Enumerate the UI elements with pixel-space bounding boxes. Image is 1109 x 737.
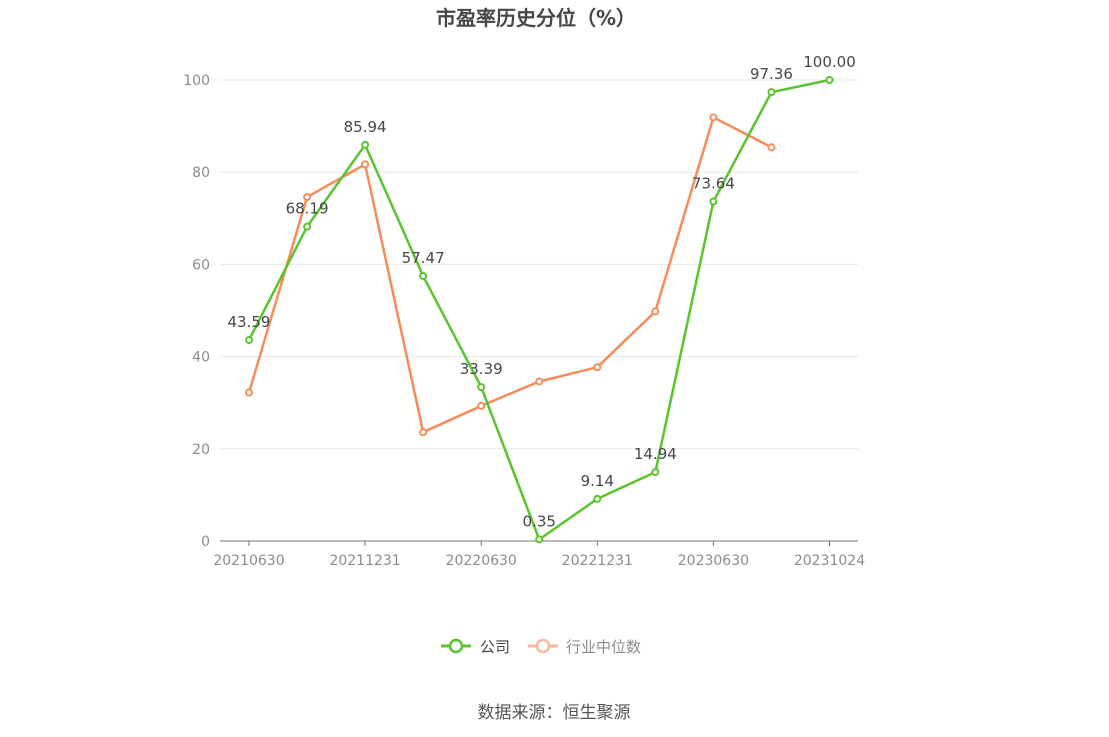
data-point[interactable]: [419, 272, 428, 281]
legend-label: 行业中位数: [566, 638, 641, 656]
data-point[interactable]: [767, 88, 776, 97]
data-point[interactable]: [709, 113, 718, 122]
x-tick-label: 20210630: [213, 553, 284, 569]
x-tick-label: 20211231: [329, 553, 400, 569]
data-point[interactable]: [593, 363, 602, 372]
legend-swatch-marker: [448, 638, 464, 654]
data-label: 0.35: [523, 512, 556, 530]
data-point[interactable]: [651, 307, 660, 316]
legend-swatch-marker: [535, 638, 551, 654]
data-point[interactable]: [477, 401, 486, 410]
series-line-0: [247, 78, 830, 541]
data-point[interactable]: [709, 197, 718, 206]
y-tick-label: 0: [201, 534, 210, 550]
data-label: 57.47: [402, 249, 445, 267]
data-point[interactable]: [245, 336, 253, 345]
data-point[interactable]: [825, 76, 834, 84]
source-note: 数据来源：恒生聚源: [478, 703, 631, 723]
data-point[interactable]: [303, 193, 312, 202]
data-label: 9.14: [581, 472, 614, 490]
data-labels: 43.59 68.19 85.94 57.47 33.39 0.35 9.14 14.94 73…: [228, 53, 856, 530]
y-tick-label: 100: [183, 73, 210, 89]
data-label: 43.59: [228, 313, 271, 331]
data-label: 100.00: [803, 53, 856, 71]
legend-label: 公司: [480, 638, 510, 656]
x-tick-label: 20220630: [446, 553, 517, 569]
y-tick-label: 40: [192, 350, 210, 366]
data-point[interactable]: [245, 388, 253, 397]
series-line-1: [247, 116, 773, 434]
y-tick-label: 20: [192, 442, 210, 458]
y-tick-label: 80: [192, 165, 210, 181]
data-label: 97.36: [750, 65, 793, 83]
data-point[interactable]: [651, 468, 660, 477]
data-point[interactable]: [535, 377, 544, 386]
y-tick-label: 60: [192, 257, 210, 273]
data-point[interactable]: [535, 535, 544, 544]
x-tick-label: 20231024: [794, 553, 865, 569]
legend: 公司 行业中位数: [441, 638, 641, 656]
data-point[interactable]: [419, 428, 428, 437]
axes: 0 20 40 60 80 100 20210630 20211231 20220630 2022…: [183, 73, 865, 569]
data-label: 85.94: [344, 118, 387, 136]
data-point[interactable]: [767, 143, 776, 152]
data-label: 73.64: [692, 175, 735, 193]
legend-item-1[interactable]: 行业中位数: [528, 638, 641, 656]
x-tick-label: 20230630: [678, 553, 749, 569]
x-tick-label: 20221231: [562, 553, 633, 569]
data-point[interactable]: [303, 222, 312, 231]
data-point[interactable]: [361, 160, 370, 169]
data-point[interactable]: [477, 383, 486, 392]
data-label: 14.94: [634, 445, 677, 463]
grid-lines: [220, 79, 858, 450]
data-label: 33.39: [460, 360, 503, 378]
data-point[interactable]: [361, 140, 370, 149]
legend-item-0[interactable]: 公司: [441, 638, 510, 656]
chart-title: 市盈率历史分位（%）: [436, 6, 636, 30]
series-layer: [245, 76, 834, 544]
data-point[interactable]: [593, 494, 602, 503]
data-label: 68.19: [286, 200, 329, 218]
